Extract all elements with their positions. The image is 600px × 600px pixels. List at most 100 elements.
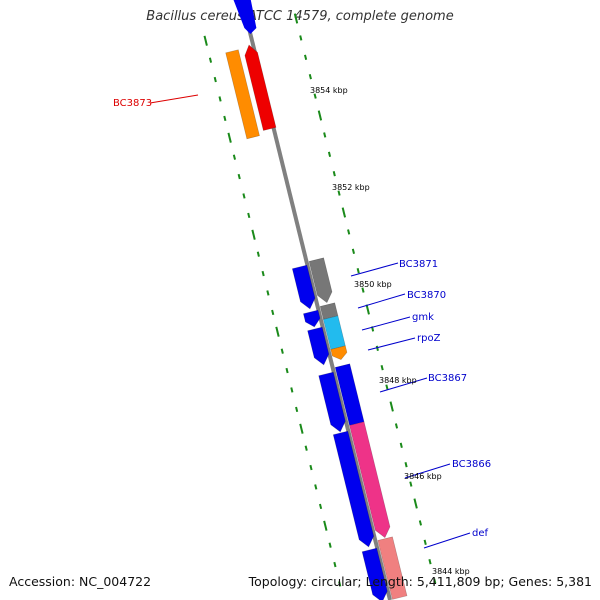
minor-tick — [309, 464, 313, 471]
minor-tick — [433, 578, 437, 584]
scale-labels: 3854 kbp 3852 kbp 3850 kbp 3848 kbp 3846… — [310, 86, 470, 576]
gene-arrow — [291, 264, 316, 310]
gene-label-bc3870[interactable]: BC3870 — [407, 290, 446, 301]
gene-features — [225, 44, 408, 600]
minor-tick — [295, 406, 299, 413]
leader-line — [149, 94, 199, 104]
minor-tick — [333, 561, 337, 568]
gene-arrow — [244, 44, 277, 131]
leader-line — [361, 316, 411, 331]
minor-tick — [266, 290, 270, 296]
minor-tick — [323, 132, 327, 138]
minor-tick — [351, 248, 355, 254]
major-tick — [341, 207, 347, 218]
genome-title: Bacillus cereus ATCC 14579, complete gen… — [146, 9, 454, 24]
genome-summary-text: Topology: circular; Length: 5,411,809 bp… — [248, 574, 592, 589]
scale-label: 3844 kbp — [432, 567, 470, 576]
minor-tick — [399, 442, 403, 448]
minor-tick — [218, 96, 222, 102]
leader-line — [357, 293, 406, 309]
minor-tick — [256, 251, 260, 257]
scale-label: 3852 kbp — [332, 183, 370, 192]
minor-tick — [247, 212, 251, 219]
leader-line — [367, 337, 416, 351]
gene-arrow — [307, 326, 330, 366]
minor-tick — [285, 367, 289, 374]
gene-arrow — [349, 421, 391, 539]
minor-tick — [404, 462, 408, 468]
gene-arrow — [377, 536, 408, 600]
gene-label-bc3873[interactable]: BC3873 — [113, 98, 152, 109]
minor-tick — [347, 229, 351, 235]
minor-tick — [237, 173, 241, 180]
minor-tick — [428, 559, 432, 565]
gene-arrow — [330, 345, 348, 360]
minor-tick — [313, 93, 317, 99]
major-tick — [365, 304, 370, 315]
minor-tick — [423, 539, 427, 545]
minor-tick — [327, 151, 332, 157]
major-tick — [389, 401, 394, 412]
minor-tick — [308, 74, 312, 80]
minor-tick — [328, 542, 332, 548]
major-tick — [299, 423, 304, 434]
minor-tick — [314, 484, 318, 490]
minor-tick — [223, 115, 227, 122]
minor-tick — [208, 57, 213, 63]
minor-tick — [394, 423, 399, 429]
gene-label-def[interactable]: def — [472, 528, 489, 539]
minor-tick — [409, 481, 413, 487]
major-tick — [227, 132, 232, 143]
gene-arrow — [233, 0, 257, 34]
scale-label: 3846 kbp — [404, 472, 442, 481]
minor-tick — [337, 190, 341, 196]
gene-arrow — [225, 49, 260, 140]
major-tick — [203, 35, 208, 46]
gene-label-rpoz[interactable]: rpoZ — [417, 333, 441, 344]
minor-tick — [380, 365, 384, 371]
major-tick — [323, 520, 328, 531]
minor-tick — [261, 270, 265, 277]
minor-tick — [304, 54, 308, 60]
major-tick — [413, 498, 418, 509]
minor-tick — [338, 581, 342, 587]
gene-arrow — [318, 371, 346, 433]
gene-arrow — [332, 430, 375, 548]
major-tick — [275, 326, 280, 337]
minor-tick — [318, 503, 323, 510]
gene-label-bc3871[interactable]: BC3871 — [399, 259, 438, 270]
leader-line — [404, 463, 451, 479]
accession-text: Accession: NC_004722 — [9, 574, 152, 589]
scale-label: 3850 kbp — [354, 280, 392, 289]
scale-label: 3848 kbp — [379, 376, 417, 385]
gene-labels: BC3873 BC3871 BC3870 gmk rpoZ BC3867 BC3… — [113, 98, 491, 539]
minor-tick — [299, 35, 303, 41]
gene-arrow — [303, 309, 321, 328]
major-tick — [251, 229, 256, 240]
minor-tick — [290, 387, 294, 393]
leader-line — [350, 262, 399, 277]
major-tick — [293, 13, 299, 24]
minor-tick — [356, 268, 360, 274]
minor-tick — [242, 193, 246, 199]
scale-ticks — [203, 13, 437, 587]
minor-tick — [232, 154, 236, 160]
minor-tick — [280, 348, 284, 354]
label-leaders — [149, 94, 471, 549]
gene-label-gmk[interactable]: gmk — [412, 312, 434, 323]
minor-tick — [213, 76, 217, 83]
gene-label-bc3867[interactable]: BC3867 — [428, 373, 467, 384]
gene-label-bc3866[interactable]: BC3866 — [452, 459, 491, 470]
major-tick — [317, 110, 323, 121]
minor-tick — [375, 345, 379, 351]
minor-tick — [361, 287, 365, 293]
minor-tick — [418, 520, 422, 526]
gene-arrow — [308, 257, 333, 304]
leader-line — [423, 532, 471, 549]
minor-tick — [304, 445, 308, 451]
minor-tick — [271, 309, 275, 316]
leader-line — [379, 377, 428, 393]
minor-tick — [332, 171, 336, 177]
